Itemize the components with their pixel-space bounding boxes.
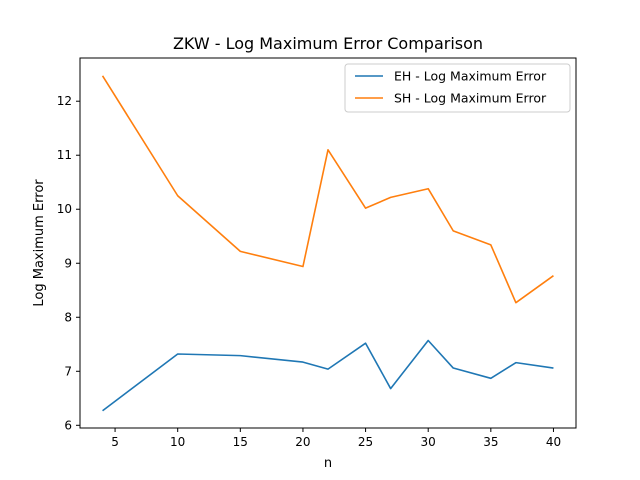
axes-frame — [79, 57, 577, 429]
y-tick-label: 6 — [64, 418, 72, 432]
x-tick-label: 35 — [483, 435, 498, 449]
y-tick-label: 11 — [57, 148, 72, 162]
x-tick-label: 20 — [295, 435, 310, 449]
series-line-sh — [101, 75, 554, 304]
chart-title: ZKW - Log Maximum Error Comparison — [173, 34, 483, 53]
x-tick-label: 5 — [111, 435, 119, 449]
x-tick-label: 10 — [170, 435, 185, 449]
axis-ticks: 5 10 15 20 25 30 35 40 6 7 8 9 10 11 12 — [57, 94, 561, 449]
legend-label-sh: SH - Log Maximum Error — [394, 91, 547, 106]
y-tick-label: 7 — [64, 364, 72, 378]
series-line-eh — [102, 339, 554, 412]
legend: EH - Log Maximum Error SH - Log Maximum … — [344, 63, 571, 113]
plot-area — [101, 75, 554, 412]
y-tick-label: 12 — [57, 94, 72, 108]
y-axis-label: Log Maximum Error — [32, 179, 47, 307]
x-axis-label: n — [324, 456, 332, 471]
legend-label-eh: EH - Log Maximum Error — [394, 69, 547, 84]
x-tick-label: 30 — [421, 435, 436, 449]
y-tick-label: 10 — [57, 202, 72, 216]
y-tick-label: 8 — [64, 310, 72, 324]
x-tick-label: 15 — [233, 435, 248, 449]
x-tick-label: 25 — [358, 435, 373, 449]
y-tick-label: 9 — [64, 256, 72, 270]
legend-box — [344, 63, 571, 113]
x-tick-label: 40 — [546, 435, 561, 449]
